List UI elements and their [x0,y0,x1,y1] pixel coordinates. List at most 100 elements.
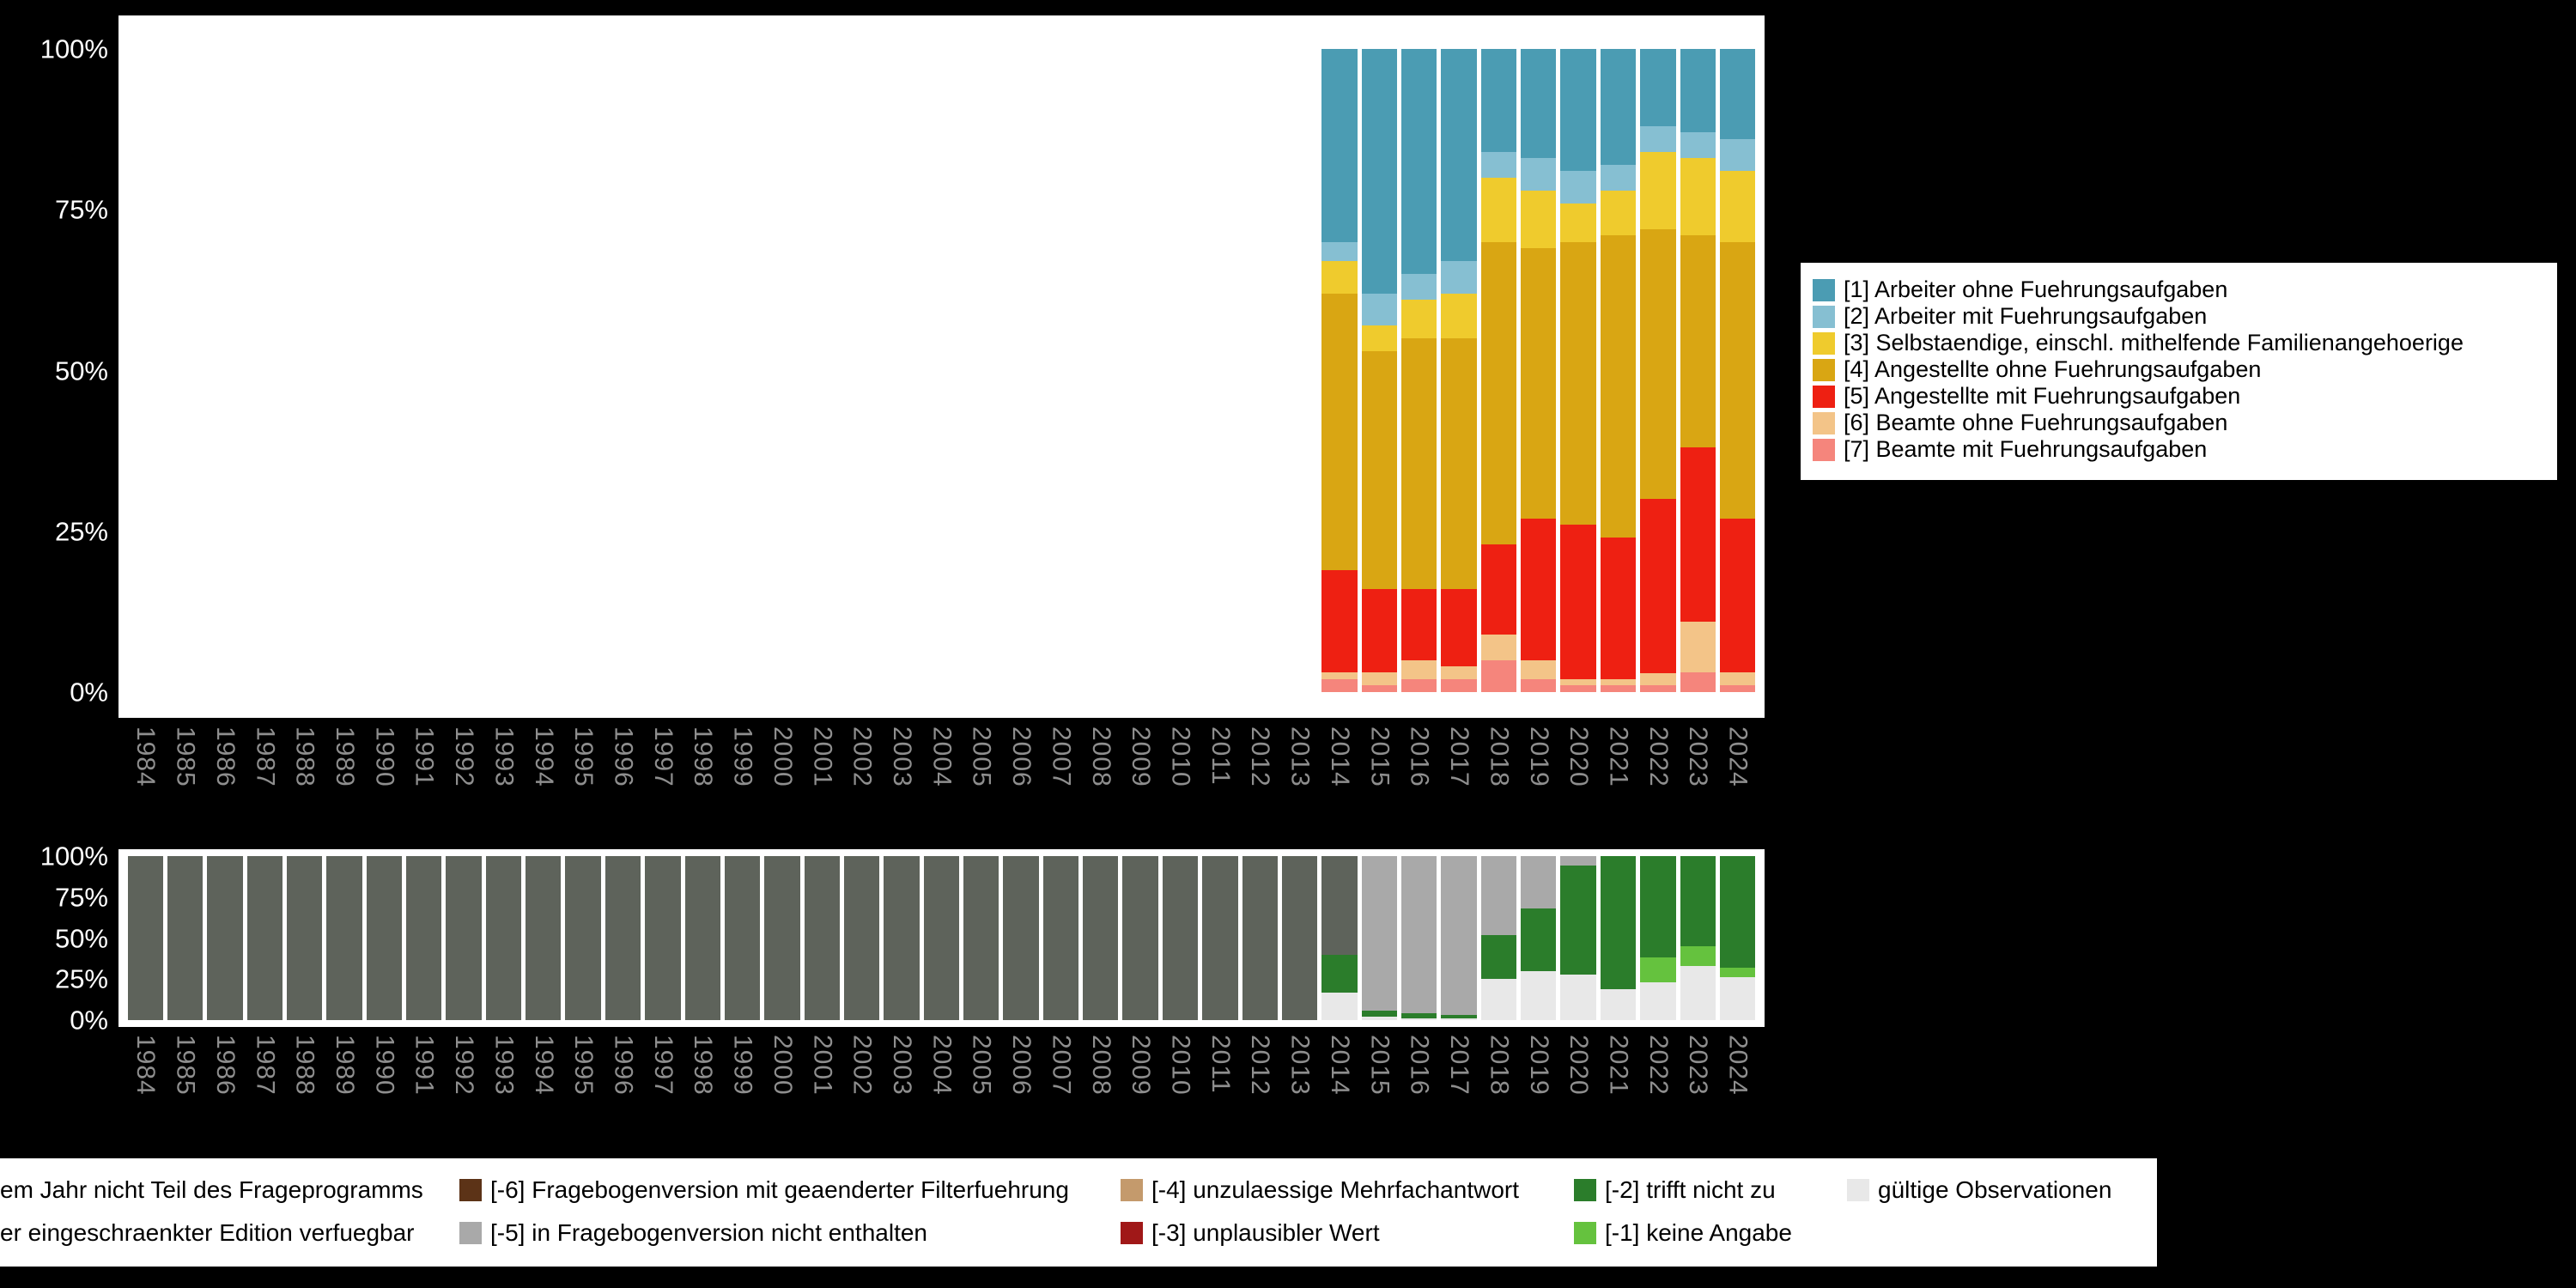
x-tick-label: 1987 [251,726,280,787]
stacked-bar [1600,856,1637,1020]
stacked-bar [605,49,641,692]
bar-segment-s4 [1719,241,1756,519]
bar-2004 [921,856,961,1020]
bar-2018 [1479,856,1518,1020]
stacked-bar [1680,49,1716,692]
color-swatch-icon [1813,385,1835,408]
x-tick-label: 2010 [1166,726,1195,787]
bar-segment-s6 [1521,659,1557,679]
bar-segment-not_part [406,856,442,1020]
bar-segment-valid [1640,982,1676,1020]
bar-segment-s5 [1521,518,1557,660]
stacked-bar [844,49,879,692]
x-tick-label: 2004 [927,1035,957,1096]
bar-segment-s3 [1521,190,1557,249]
x-tick-label: 2017 [1445,1035,1474,1096]
x-tick-label: 1999 [728,726,757,787]
bar-1998 [683,856,722,1020]
bar-segment-m5 [1441,856,1477,1016]
stacked-bar [565,856,601,1020]
bar-1992 [444,856,483,1020]
bar-segment-s6 [1719,672,1756,686]
legend-column: gültige Observationen [1847,1172,2157,1255]
bar-segment-s1 [1640,49,1676,126]
stacked-bar [1042,856,1079,1020]
legend-item-m3: [-3] unplausibler Wert [1121,1215,1574,1251]
bar-segment-s1 [1401,49,1437,275]
legend-label: [2] Arbeiter mit Fuehrungsaufgaben [1844,303,2208,329]
bar-1990 [364,856,404,1020]
stacked-bar [1480,856,1517,1020]
bar-segment-s4 [1321,293,1358,570]
stacked-bar [167,49,203,692]
bar-segment-s2 [1441,261,1477,294]
bar-2008 [1081,856,1121,1020]
x-tick-label: 1992 [450,1035,479,1096]
stacked-bar [406,856,442,1020]
bar-segment-m2 [1480,934,1517,980]
x-tick-label: 2012 [1246,726,1275,787]
bar-segment-not_part [1042,856,1079,1020]
color-swatch-icon [1813,411,1835,434]
x-tick-label: 2002 [848,1035,877,1096]
x-tick-1989: 1989 [325,1035,364,1155]
bar-segment-not_part [1202,856,1238,1020]
x-tick-label: 1998 [689,726,718,787]
bar-segment-m2 [1719,856,1756,968]
legend-item-m6: [-6] Fragebogenversion mit geaenderter F… [459,1172,1121,1208]
bar-segment-s6 [1321,672,1358,679]
x-tick-2008: 2008 [1081,1035,1121,1155]
stacked-bar [1321,49,1358,692]
stacked-bar [1083,856,1119,1020]
x-tick-1999: 1999 [722,726,762,847]
bar-1994 [524,856,563,1020]
stacked-bar [367,49,402,692]
x-tick-2007: 2007 [1041,726,1080,847]
x-tick-1991: 1991 [404,726,444,847]
stacked-bar [485,856,522,1020]
legend-label: [1] Arbeiter ohne Fuehrungsaufgaben [1844,276,2228,302]
stacked-bar [805,49,840,692]
bar-segment-s7 [1560,685,1596,692]
stacked-bar [1719,49,1756,692]
x-tick-label: 2018 [1485,1035,1514,1096]
bar-2014 [1320,49,1359,692]
bar-segment-s3 [1680,158,1716,236]
bar-segment-s1 [1680,49,1716,133]
x-tick-1997: 1997 [643,726,683,847]
bar-segment-m1 [1680,946,1716,966]
bar-2019 [1519,856,1558,1020]
bar-segment-s7 [1521,678,1557,692]
bar-segment-m2 [1521,908,1557,971]
bar-1996 [603,49,642,692]
legend-label: [-4] unzulaessige Mehrfachantwort [1151,1176,1519,1203]
bar-segment-valid [1480,979,1517,1020]
x-tick-2020: 2020 [1558,726,1598,847]
bar-segment-m5 [1521,856,1557,909]
bar-2023 [1678,49,1717,692]
bar-segment-s5 [1480,544,1517,635]
x-tick-1984: 1984 [125,726,165,847]
x-tick-2022: 2022 [1638,1035,1678,1155]
bar-1996 [603,856,642,1020]
bar-segment-valid [1321,992,1358,1020]
stacked-bar [645,856,681,1020]
stacked-bar [1521,49,1557,692]
bar-segment-not_part [207,856,243,1020]
x-tick-1991: 1991 [404,1035,444,1155]
bar-segment-s7 [1401,678,1437,692]
x-tick-1986: 1986 [205,1035,245,1155]
bar-2006 [1001,49,1041,692]
x-tick-label: 2021 [1604,726,1633,787]
x-tick-2006: 2006 [1001,726,1041,847]
bottom-chart-x-axis: 1984 1985 1986 1987 1988 1989 1990 1991 1992 1993… [125,1035,1758,1155]
top-chart-bars-area [125,49,1758,692]
bar-2004 [921,49,961,692]
bottom-chart-legend: em Jahr nicht Teil des Frageprogramms er … [0,1158,2157,1267]
bar-2012 [1240,49,1279,692]
legend-label: gültige Observationen [1878,1176,2112,1203]
y-tick-label: 0% [70,677,108,708]
bar-1992 [444,49,483,692]
bar-2001 [802,49,841,692]
bar-segment-s4 [1680,235,1716,448]
